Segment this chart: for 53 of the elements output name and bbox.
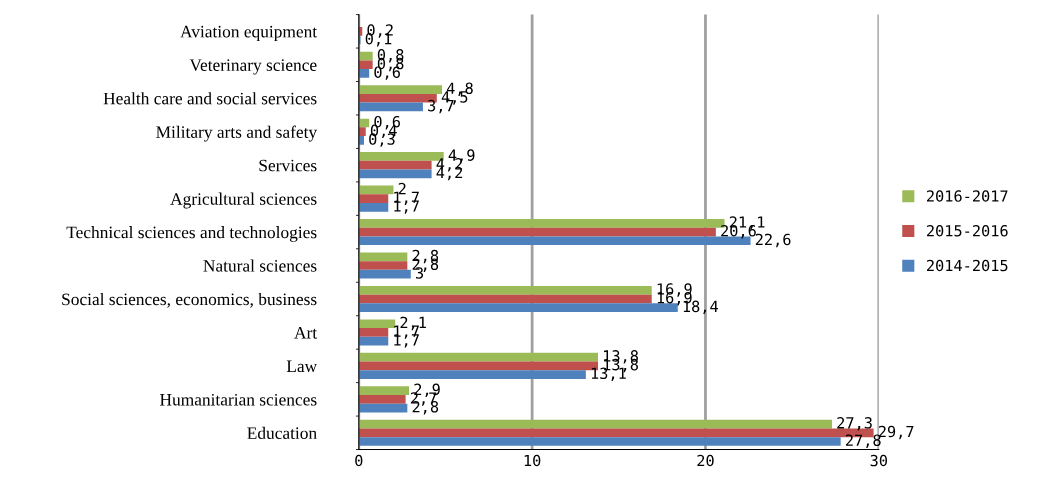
x-tick-label: 0 — [355, 454, 363, 467]
y-tick-label: Social sciences, economics, business — [62, 292, 317, 308]
y-tick-label: Military arts and safety — [156, 125, 318, 142]
bar — [358, 85, 442, 94]
y-tick-label: Humanitarian sciences — [159, 393, 317, 406]
bar — [358, 227, 716, 237]
bar — [358, 185, 394, 195]
x-tick-label: 10 — [524, 454, 541, 467]
y-tick-label: Art — [294, 327, 318, 339]
bar — [358, 336, 389, 346]
y-tick-label: Aviation equipment — [180, 25, 318, 42]
data-label: 27,8 — [845, 434, 881, 448]
legend-label: 2014-2015 — [927, 259, 1008, 272]
bar — [358, 102, 423, 112]
bar — [358, 26, 363, 36]
y-tick-label: Education — [247, 426, 317, 440]
legend-label: 2016-2017 — [927, 190, 1008, 202]
bar — [358, 69, 370, 78]
bar — [358, 51, 373, 61]
bar — [358, 252, 408, 262]
bar — [358, 352, 598, 362]
bar — [358, 370, 586, 379]
x-tick-label: 30 — [870, 454, 888, 467]
bar — [358, 294, 652, 304]
y-tick-label: Services — [259, 159, 317, 172]
y-tick-label: Natural sciences — [203, 259, 317, 272]
bar — [358, 202, 389, 212]
bar — [358, 269, 411, 279]
y-tick-label: Veterinary science — [189, 59, 317, 75]
bar — [358, 194, 389, 203]
bar — [358, 403, 408, 413]
y-tick-label: Law — [286, 360, 318, 373]
bar — [358, 285, 652, 295]
bar — [358, 127, 366, 137]
bar — [358, 261, 408, 270]
data-label: 22,6 — [755, 233, 791, 248]
bar — [358, 319, 396, 329]
y-tick-label: Health care and social services — [103, 92, 317, 105]
bar — [358, 395, 406, 404]
bar — [358, 437, 841, 446]
bar — [358, 60, 373, 70]
bar — [358, 160, 432, 170]
y-tick-label: Technical sciences and technologies — [66, 226, 317, 242]
bar — [358, 386, 410, 396]
data-label: 29,7 — [878, 425, 914, 440]
bar — [358, 419, 832, 429]
y-tick-label: Agricultural sciences — [170, 192, 317, 209]
x-tick-label: 20 — [697, 454, 714, 467]
bar — [358, 169, 432, 179]
legend-label: 2015-2016 — [927, 224, 1008, 237]
bar — [358, 328, 389, 337]
data-label: 27,3 — [837, 417, 872, 431]
bar — [358, 136, 364, 145]
